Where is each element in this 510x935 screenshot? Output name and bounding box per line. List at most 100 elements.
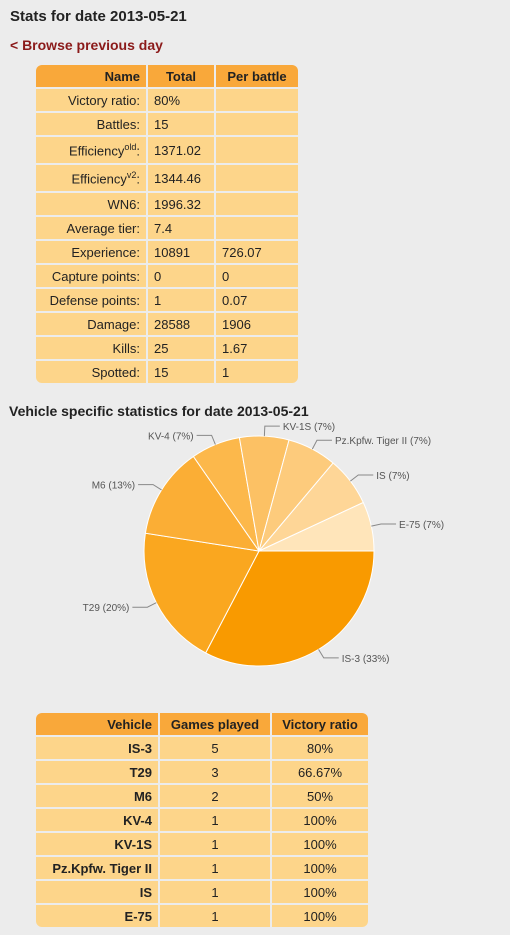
pie-label-connector bbox=[318, 649, 339, 659]
vehicle-name: IS-3 bbox=[36, 737, 158, 759]
table-row: IS-3 5 80% bbox=[36, 737, 368, 759]
stat-per-battle bbox=[216, 217, 298, 239]
stat-per-battle bbox=[216, 193, 298, 215]
browse-previous-day-link[interactable]: < Browse previous day bbox=[10, 37, 163, 53]
stat-label-suffix: : bbox=[136, 171, 140, 187]
table-row: Experience: 10891 726.07 bbox=[36, 241, 298, 263]
pie-slice bbox=[258, 501, 375, 552]
summary-stats-table: Name Total Per battle Victory ratio: 80% B… bbox=[34, 63, 300, 385]
stat-total: 7.4 bbox=[148, 217, 214, 239]
header-victory-ratio: Victory ratio bbox=[272, 713, 368, 735]
pie-label-connector bbox=[311, 439, 332, 450]
stat-label: WN6: bbox=[36, 193, 146, 215]
table-row: Victory ratio: 80% bbox=[36, 89, 298, 111]
vehicle-name: Pz.Kpfw. Tiger II bbox=[36, 857, 158, 879]
table-row: E-75 1 100% bbox=[36, 905, 368, 927]
vehicle-victory-ratio: 66.67% bbox=[272, 761, 368, 783]
vehicle-victory-ratio: 100% bbox=[272, 881, 368, 903]
vehicle-name: T29 bbox=[36, 761, 158, 783]
table-row: M6 2 50% bbox=[36, 785, 368, 807]
stat-per-battle: 1906 bbox=[216, 313, 298, 335]
stat-per-battle bbox=[216, 89, 298, 111]
table-row: Efficiencyold: 1371.02 bbox=[36, 137, 298, 163]
stat-total: 1 bbox=[148, 289, 214, 311]
header-per-battle: Per battle bbox=[216, 65, 298, 87]
pie-label-connector bbox=[371, 523, 397, 527]
stat-label: Capture points: bbox=[36, 265, 146, 287]
table-row: Capture points: 0 0 bbox=[36, 265, 298, 287]
table-row: Defense points: 1 0.07 bbox=[36, 289, 298, 311]
vehicle-name: KV-4 bbox=[36, 809, 158, 831]
pie-slice-label: KV-1S (7%) bbox=[283, 422, 335, 433]
vehicle-games-played: 5 bbox=[160, 737, 270, 759]
stat-total: 25 bbox=[148, 337, 214, 359]
vehicle-games-played: 1 bbox=[160, 857, 270, 879]
pie-label-connector bbox=[196, 434, 216, 445]
stat-label-suffix: : bbox=[136, 143, 140, 159]
stat-label: Battles: bbox=[36, 113, 146, 135]
table-row: Spotted: 15 1 bbox=[36, 361, 298, 383]
header-name: Name bbox=[36, 65, 146, 87]
table-row: KV-1S 1 100% bbox=[36, 833, 368, 855]
vehicle-victory-ratio: 100% bbox=[272, 833, 368, 855]
table-row: KV-4 1 100% bbox=[36, 809, 368, 831]
stat-label-text: Efficiency bbox=[71, 171, 127, 187]
pie-slice-label: Pz.Kpfw. Tiger II (7%) bbox=[335, 436, 431, 447]
pie-slice-label: IS (7%) bbox=[376, 471, 409, 482]
pie-label-connector bbox=[132, 602, 157, 608]
vehicle-name: E-75 bbox=[36, 905, 158, 927]
vehicle-victory-ratio: 100% bbox=[272, 905, 368, 927]
vehicle-pie-chart: IS-3 (33%) T29 (20%) M6 (13%) KV-4 (7%) KV-1… bbox=[83, 422, 444, 667]
table-row: T29 3 66.67% bbox=[36, 761, 368, 783]
stat-total: 28588 bbox=[148, 313, 214, 335]
table-row: Battles: 15 bbox=[36, 113, 298, 135]
stat-label: Kills: bbox=[36, 337, 146, 359]
stat-label: Average tier: bbox=[36, 217, 146, 239]
vehicle-games-played: 1 bbox=[160, 833, 270, 855]
pie-slice-label: IS-3 (33%) bbox=[342, 654, 390, 665]
table-row: WN6: 1996.32 bbox=[36, 193, 298, 215]
stat-label-sup: old bbox=[124, 141, 137, 152]
header-total: Total bbox=[148, 65, 214, 87]
stat-per-battle bbox=[216, 113, 298, 135]
vehicle-games-played: 1 bbox=[160, 905, 270, 927]
table-row: Efficiencyv2: 1344.46 bbox=[36, 165, 298, 191]
stat-label: Defense points: bbox=[36, 289, 146, 311]
stat-label: Spotted: bbox=[36, 361, 146, 383]
header-vehicle: Vehicle bbox=[36, 713, 158, 735]
table-row: Pz.Kpfw. Tiger II 1 100% bbox=[36, 857, 368, 879]
stat-total: 80% bbox=[148, 89, 214, 111]
stat-per-battle: 726.07 bbox=[216, 241, 298, 263]
pie-slice bbox=[205, 550, 375, 667]
vehicle-victory-ratio: 100% bbox=[272, 809, 368, 831]
summary-header-row: Name Total Per battle bbox=[36, 65, 298, 87]
table-row: Damage: 28588 1906 bbox=[36, 313, 298, 335]
vehicle-games-played: 2 bbox=[160, 785, 270, 807]
stat-total: 1371.02 bbox=[148, 137, 214, 163]
page-title: Stats for date 2013-05-21 bbox=[10, 8, 187, 25]
stat-per-battle: 0 bbox=[216, 265, 298, 287]
stat-total: 15 bbox=[148, 113, 214, 135]
vehicle-section-title: Vehicle specific statistics for date 201… bbox=[9, 403, 309, 419]
vehicle-games-played: 1 bbox=[160, 809, 270, 831]
stat-per-battle: 1 bbox=[216, 361, 298, 383]
vehicle-victory-ratio: 100% bbox=[272, 857, 368, 879]
pie-slice bbox=[144, 455, 261, 552]
stat-total: 0 bbox=[148, 265, 214, 287]
vehicle-games-played: 1 bbox=[160, 881, 270, 903]
table-row: Average tier: 7.4 bbox=[36, 217, 298, 239]
stat-per-battle: 1.67 bbox=[216, 337, 298, 359]
stat-total: 15 bbox=[148, 361, 214, 383]
vehicle-games-played: 3 bbox=[160, 761, 270, 783]
vehicle-name: IS bbox=[36, 881, 158, 903]
header-games-played: Games played bbox=[160, 713, 270, 735]
vehicle-victory-ratio: 80% bbox=[272, 737, 368, 759]
stat-label: Experience: bbox=[36, 241, 146, 263]
vehicle-stats-table: Vehicle Games played Victory ratio IS-3 5… bbox=[34, 711, 370, 929]
vehicle-header-row: Vehicle Games played Victory ratio bbox=[36, 713, 368, 735]
pie-slice-label: T29 (20%) bbox=[83, 603, 130, 614]
stat-per-battle: 0.07 bbox=[216, 289, 298, 311]
pie-slice-label: E-75 (7%) bbox=[399, 520, 444, 531]
pie-label-connector bbox=[138, 484, 162, 491]
stat-per-battle bbox=[216, 165, 298, 191]
